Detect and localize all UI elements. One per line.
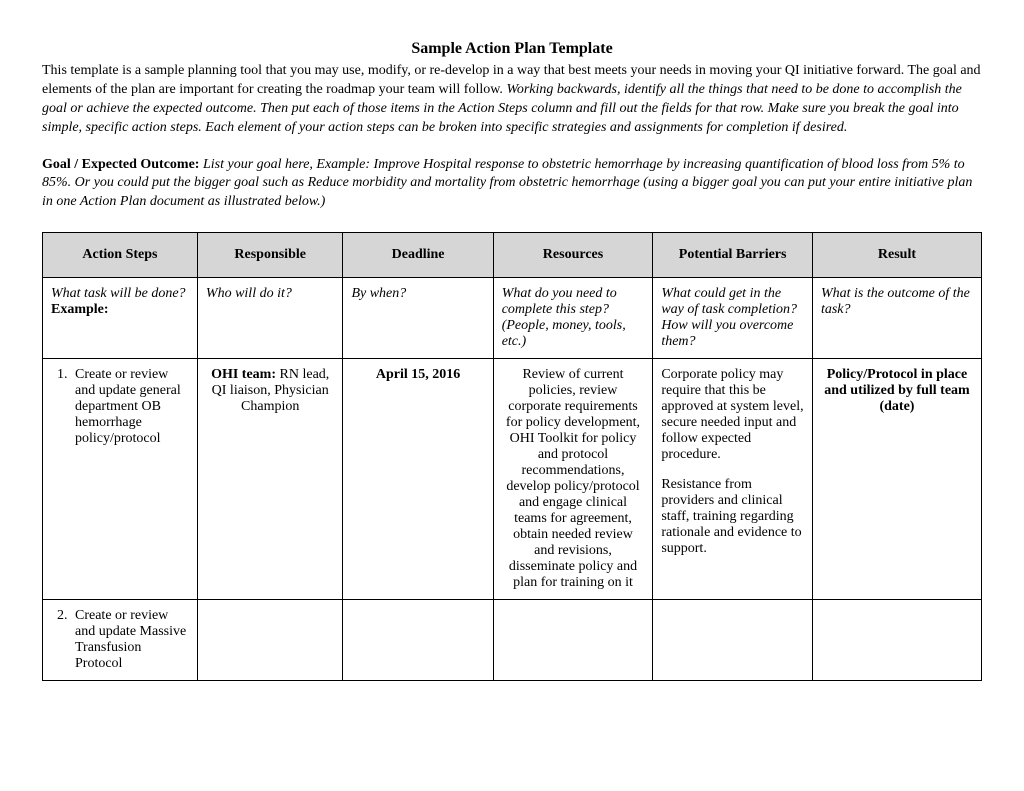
desc-responsible: Who will do it? [197, 278, 343, 359]
col-header-result: Result [812, 233, 981, 278]
intro-paragraph: This template is a sample planning tool … [42, 62, 982, 138]
col-header-action-steps: Action Steps [43, 233, 198, 278]
table-row: Create or review and update general depa… [43, 359, 982, 600]
action-step-1-text: Create or review and update general depa… [71, 367, 189, 447]
responsible-1-bold: OHI team: [211, 367, 276, 382]
cell-responsible-1: OHI team: RN lead, QI liaison, Physician… [197, 359, 343, 600]
table-description-row: What task will be done? Example: Who wil… [43, 278, 982, 359]
cell-barriers-2 [653, 600, 813, 681]
barriers-1-p2: Resistance from providers and clinical s… [661, 477, 804, 557]
cell-action-step-2: Create or review and update Massive Tran… [43, 600, 198, 681]
col-header-deadline: Deadline [343, 233, 493, 278]
table-header-row: Action Steps Responsible Deadline Resour… [43, 233, 982, 278]
desc-action-steps: What task will be done? Example: [43, 278, 198, 359]
cell-result-1: Policy/Protocol in place and utilized by… [812, 359, 981, 600]
cell-responsible-2 [197, 600, 343, 681]
col-header-responsible: Responsible [197, 233, 343, 278]
cell-deadline-2 [343, 600, 493, 681]
table-row: Create or review and update Massive Tran… [43, 600, 982, 681]
desc-resources: What do you need to complete this step? … [493, 278, 653, 359]
cell-deadline-1: April 15, 2016 [343, 359, 493, 600]
cell-barriers-1: Corporate policy may require that this b… [653, 359, 813, 600]
cell-action-step-1: Create or review and update general depa… [43, 359, 198, 600]
desc-step-question: What task will be done? [51, 286, 186, 301]
desc-barriers: What could get in the way of task comple… [653, 278, 813, 359]
goal-paragraph: Goal / Expected Outcome: List your goal … [42, 156, 982, 213]
page-title: Sample Action Plan Template [42, 40, 982, 58]
barriers-1-p1: Corporate policy may require that this b… [661, 367, 804, 463]
cell-resources-1: Review of current policies, review corpo… [493, 359, 653, 600]
cell-resources-2 [493, 600, 653, 681]
goal-label: Goal / Expected Outcome: [42, 157, 199, 172]
desc-step-example-label: Example: [51, 302, 109, 317]
col-header-barriers: Potential Barriers [653, 233, 813, 278]
desc-result: What is the outcome of the task? [812, 278, 981, 359]
cell-result-2 [812, 600, 981, 681]
desc-deadline: By when? [343, 278, 493, 359]
action-plan-table: Action Steps Responsible Deadline Resour… [42, 232, 982, 681]
action-step-2-text: Create or review and update Massive Tran… [71, 608, 189, 672]
col-header-resources: Resources [493, 233, 653, 278]
